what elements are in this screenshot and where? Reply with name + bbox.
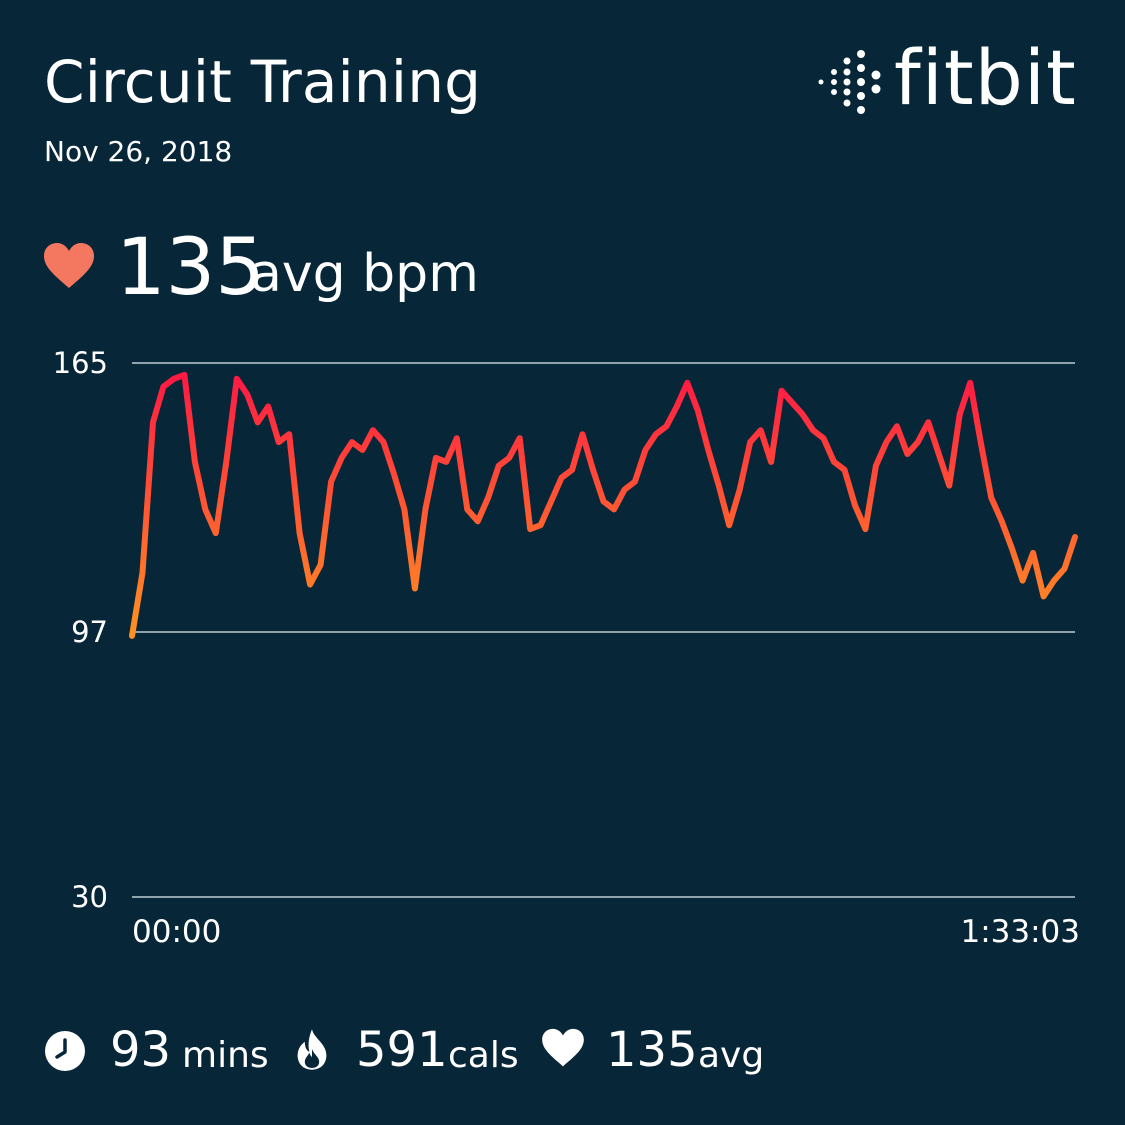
heart-icon (542, 1028, 584, 1067)
fitbit-wordmark: fitbit (894, 33, 1077, 122)
heart-icon (44, 243, 94, 288)
heart-average-value: 135 (606, 1022, 698, 1078)
calories-value: 591 (356, 1022, 448, 1078)
workout-date: Nov 26, 2018 (44, 135, 233, 168)
duration-value: 93 (110, 1022, 172, 1078)
duration-unit: mins (182, 1035, 269, 1076)
calories-unit: cals (448, 1035, 519, 1076)
flame-icon (297, 1029, 327, 1070)
y-tick-label: 30 (71, 880, 108, 914)
clock-icon (45, 1031, 85, 1071)
y-tick-label: 165 (53, 346, 108, 380)
heart-rate-line (129, 371, 1078, 639)
average-bpm-unit: avg bpm (250, 244, 479, 304)
y-tick-label: 97 (71, 615, 108, 649)
workout-title: Circuit Training (44, 48, 482, 116)
x-tick-label: 1:33:03 (960, 914, 1080, 950)
heart-rate-chart: 165 97 30 00:00 1:33:03 (53, 346, 1080, 950)
fitbit-dots-icon (818, 50, 881, 114)
x-tick-label: 00:00 (132, 914, 221, 950)
average-bpm-value: 135 (116, 223, 265, 313)
fitbit-logo: fitbit (812, 30, 1082, 126)
heart-average-unit: avg (698, 1035, 765, 1076)
